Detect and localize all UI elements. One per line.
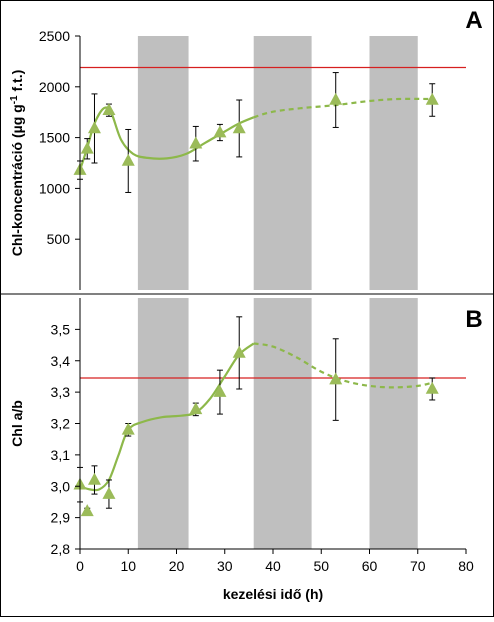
x-tick-label-5: 40	[265, 558, 281, 574]
data-point-a-9	[329, 92, 343, 105]
data-point-a-3	[87, 121, 101, 134]
x-tick-label-2: 10	[120, 558, 136, 574]
y-tick-label-b-4: 3,1	[51, 447, 71, 463]
y-tick-label-b-3: 3,0	[51, 478, 71, 494]
y-axis-label-a-post: f.t.)	[9, 70, 25, 96]
y-tick-label-a-3: 1500	[39, 130, 70, 146]
data-point-b-9	[329, 372, 343, 385]
data-point-a-2	[80, 141, 94, 154]
y-tick-label-a-1: 500	[47, 231, 71, 247]
dark-period-a-1	[137, 36, 189, 290]
data-point-b-5	[121, 422, 135, 435]
y-tick-label-a-2: 1000	[39, 180, 70, 196]
dark-periods-b	[137, 298, 418, 549]
data-points-b	[73, 345, 439, 517]
data-points-a	[73, 92, 439, 175]
x-tick-label-8: 70	[410, 558, 426, 574]
x-axis-label: kezelési idő (h)	[223, 586, 323, 602]
y-tick-label-b-6: 3,3	[51, 384, 71, 400]
x-tick-label-7: 60	[362, 558, 378, 574]
data-point-a-10	[425, 92, 439, 105]
dark-period-a-2	[253, 36, 312, 290]
x-tick-label-9: 80	[458, 558, 474, 574]
y-tick-label-b-8: 3,5	[51, 321, 71, 337]
x-tick-label-6: 50	[313, 558, 329, 574]
dark-periods-a	[137, 36, 418, 290]
data-point-b-7	[213, 384, 227, 397]
y-axis-label-a-pre: Chl-koncentráció (µg g	[9, 104, 25, 256]
data-point-b-3	[87, 472, 101, 485]
data-point-b-8	[232, 345, 246, 358]
x-ticks: 0 10 20 30 40 50 60 70 80	[76, 549, 474, 574]
y-tick-label-a-4: 2000	[39, 79, 70, 95]
data-point-b-10	[425, 381, 439, 394]
dark-period-a-3	[369, 36, 418, 290]
data-point-b-6	[189, 402, 203, 415]
fit-curve-solid-b	[79, 342, 255, 492]
y-axis-label-a: Chl-koncentráció (µg g-1 f.t.)	[9, 70, 26, 257]
panel-b: 2,8 2,9 3,0 3,1 3,2 3,3 3,4 3,5 0 10 20 30 40 50 60 70…	[9, 298, 483, 602]
data-point-b-4	[102, 486, 116, 499]
data-point-a-5	[121, 153, 135, 166]
x-tick-label-3: 20	[169, 558, 185, 574]
data-point-a-7	[213, 125, 227, 138]
y-tick-label-b-7: 3,4	[51, 353, 71, 369]
data-point-a-8	[232, 121, 246, 134]
y-tick-label-b-5: 3,2	[51, 416, 71, 432]
data-point-b-2	[80, 504, 94, 517]
dark-period-b-3	[369, 298, 418, 549]
y-tick-label-b-2: 2,9	[51, 510, 71, 526]
y-ticks-b: 2,8 2,9 3,0 3,1 3,2 3,3 3,4 3,5	[51, 321, 80, 557]
y-tick-label-b-1: 2,8	[51, 541, 71, 557]
x-tick-label-1: 0	[76, 558, 84, 574]
dark-period-b-1	[137, 298, 189, 549]
y-axis-label-a-sup: -1	[9, 95, 20, 104]
y-tick-label-a-5: 2500	[39, 28, 70, 44]
panel-label-b: B	[465, 306, 482, 333]
panel-label-a: A	[465, 7, 482, 34]
fit-curve-dashed-b	[253, 342, 433, 389]
x-tick-label-4: 30	[217, 558, 233, 574]
panel-a: 500 1000 1500 2000 2500 A Chl-koncentráció (…	[9, 7, 483, 290]
y-axis-label-b: Chl a/b	[9, 400, 25, 447]
dark-period-b-2	[253, 298, 312, 549]
y-ticks-a: 500 1000 1500 2000 2500	[39, 28, 80, 247]
data-point-a-6	[189, 136, 203, 149]
data-point-a-4	[102, 102, 116, 115]
